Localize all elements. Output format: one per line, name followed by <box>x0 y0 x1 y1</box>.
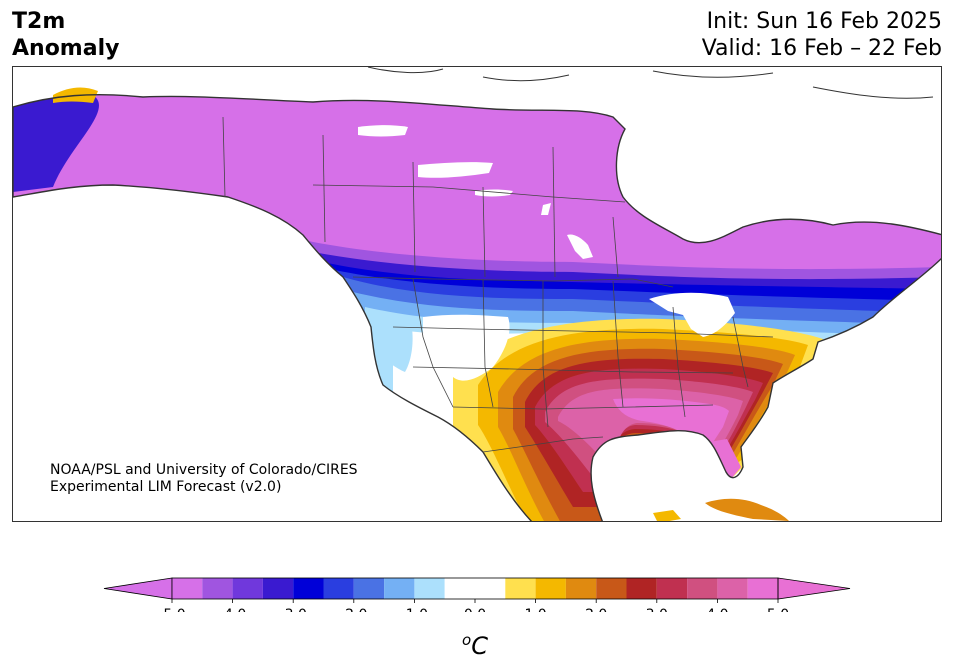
colorbar-tick-label: -4.0 <box>219 607 246 612</box>
colorbar-under-arrow <box>103 577 173 600</box>
colorbar-bin <box>444 578 506 599</box>
map-svg <box>13 67 941 521</box>
init-date: Init: Sun 16 Feb 2025 <box>706 9 942 34</box>
colorbar-tick-label: 2.0 <box>585 607 607 612</box>
title-line-1: T2m <box>12 9 66 34</box>
colorbar-ticks: -5.0 -4.0 -3.0 -2.0 -1.0 0.0 1.0 2.0 3.0 4.0 5.0 <box>158 599 789 612</box>
yucatan <box>653 510 681 521</box>
colorbar-bins <box>172 578 778 599</box>
colorbar-bin <box>565 578 597 599</box>
credit-line-1: NOAA/PSL and University of Colorado/CIRE… <box>50 462 358 478</box>
colorbar-over-arrow <box>777 577 851 600</box>
colorbar-bin <box>414 578 445 599</box>
colorbar-tick-label: 0.0 <box>464 607 486 612</box>
great-lakes <box>649 292 735 337</box>
cuba <box>705 498 789 521</box>
unit-label: oC <box>462 631 488 660</box>
hudson-region <box>616 111 941 239</box>
colorbar-bin <box>747 578 778 599</box>
colorbar-bin <box>202 578 233 599</box>
colorbar-bin <box>535 578 566 599</box>
arctic-islands <box>367 67 934 99</box>
colorbar-bin <box>353 578 385 599</box>
colorbar-tick-label: 3.0 <box>646 607 668 612</box>
figure-title: T2m Anomaly <box>12 8 119 62</box>
colorbar-bin <box>656 578 688 599</box>
anomaly-map: NOAA/PSL and University of Colorado/CIRE… <box>12 66 942 522</box>
colorbar-bin <box>505 578 536 599</box>
forecast-dates: Init: Sun 16 Feb 2025 Valid: 16 Feb – 22… <box>702 8 942 62</box>
colorbar-bin <box>687 578 718 599</box>
title-line-2: Anomaly <box>12 36 120 61</box>
valid-range: Valid: 16 Feb – 22 Feb <box>701 36 942 61</box>
colorbar-tick-label: -1.0 <box>401 607 428 612</box>
colorbar-tick-label: 5.0 <box>767 607 789 612</box>
colorbar-bin <box>172 578 203 599</box>
lake-winnipeg <box>567 234 593 259</box>
colorbar-bin <box>262 578 294 599</box>
colorbar-tick-label: -3.0 <box>280 607 307 612</box>
reindeer-lake <box>541 203 551 215</box>
great-bear-lake <box>358 125 408 137</box>
colorbar-bin <box>384 578 415 599</box>
credit-line-2: Experimental LIM Forecast (v2.0) <box>50 479 282 495</box>
colorbar-tick-label: -5.0 <box>158 607 185 612</box>
colorbar-bin <box>293 578 324 599</box>
great-slave-lake <box>418 162 493 178</box>
unit-degree: o <box>462 631 472 649</box>
colorbar: -5.0 -4.0 -3.0 -2.0 -1.0 0.0 1.0 2.0 3.0 4.0 5.0 <box>103 577 851 612</box>
colorbar-tick-label: 4.0 <box>706 607 728 612</box>
colorbar-tick-label: -2.0 <box>340 607 367 612</box>
colorbar-bin <box>323 578 354 599</box>
colorbar-bin <box>596 578 627 599</box>
unit-base: C <box>471 632 488 660</box>
political-borders <box>222 116 774 453</box>
colorbar-bin <box>717 578 748 599</box>
colorbar-bin <box>232 578 263 599</box>
colorbar-tick-label: 1.0 <box>524 607 546 612</box>
colorbar-bin <box>626 578 657 599</box>
